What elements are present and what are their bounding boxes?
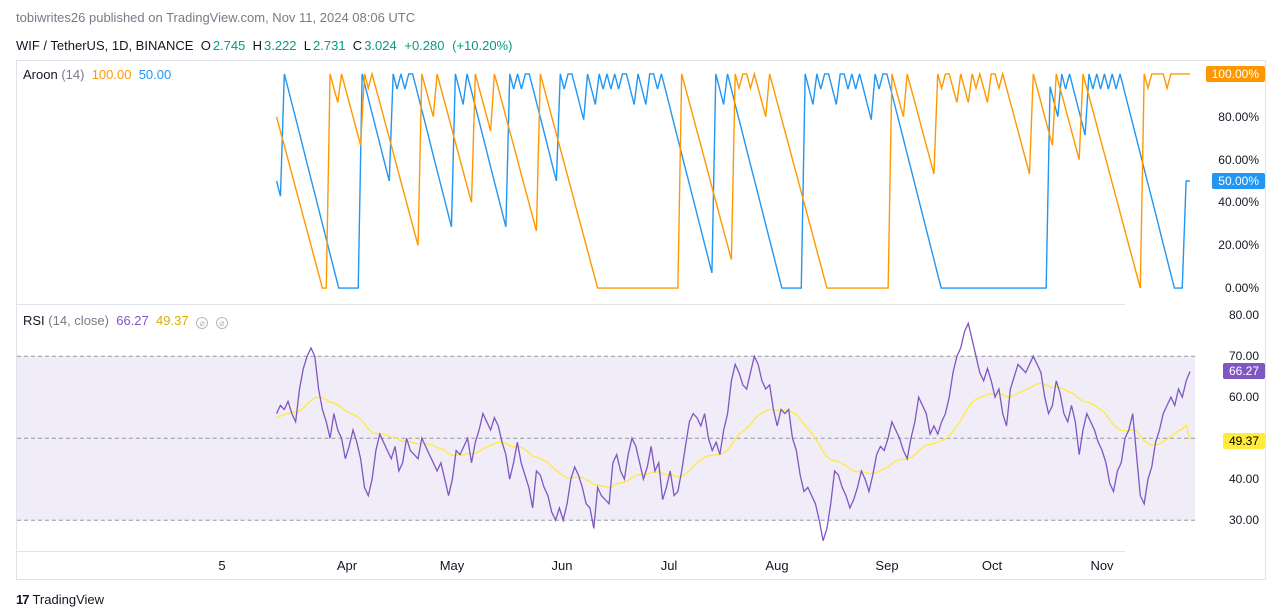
y-axis-label: 60.00 — [1229, 390, 1259, 404]
change-percent: (+10.20%) — [452, 38, 512, 53]
time-axis[interactable]: 5 Apr May Jun Jul Aug Sep Oct Nov — [17, 551, 1125, 579]
aroon-title[interactable]: Aroon (14) 100.00 50.00 — [23, 67, 171, 82]
y-axis-label: 80.00 — [1229, 308, 1259, 322]
x-axis-label: Jul — [661, 558, 678, 573]
y-axis-label: 70.00 — [1229, 349, 1259, 363]
publish-info: tobiwrites26 published on TradingView.co… — [16, 10, 415, 25]
tradingview-attribution[interactable]: 17TradingView — [16, 592, 104, 607]
rsi-value-b: 49.37 — [156, 313, 189, 328]
y-axis-label: 40.00 — [1229, 472, 1259, 486]
value-badge: 100.00% — [1206, 66, 1265, 82]
x-axis-label: May — [440, 558, 465, 573]
aroon-up-value: 100.00 — [92, 67, 132, 82]
y-axis-label: 60.00% — [1218, 153, 1259, 167]
y-axis-label: 0.00% — [1225, 281, 1259, 295]
aroon-panel[interactable]: Aroon (14) 100.00 50.00 — [17, 61, 1195, 301]
y-axis-label: 30.00 — [1229, 513, 1259, 527]
value-badge: 66.27 — [1223, 363, 1265, 379]
tradingview-logo-icon: 17 — [16, 592, 28, 607]
x-axis-label: 5 — [218, 558, 225, 573]
x-axis-label: Nov — [1090, 558, 1113, 573]
value-badge: 49.37 — [1223, 433, 1265, 449]
x-axis-label: Aug — [765, 558, 788, 573]
rsi-value-a: 66.27 — [116, 313, 149, 328]
close-value: 3.024 — [364, 38, 397, 53]
symbol-name[interactable]: WIF / TetherUS, 1D, BINANCE — [16, 38, 193, 53]
rsi-panel[interactable]: RSI (14, close) 66.27 49.37 ⌀ ⌀ — [17, 307, 1195, 553]
y-axis-label: 40.00% — [1218, 195, 1259, 209]
rsi-settings-icon[interactable]: ⌀ — [216, 317, 228, 329]
y-axis-label: 20.00% — [1218, 238, 1259, 252]
chart-area[interactable]: Aroon (14) 100.00 50.00 RSI (14, close) … — [16, 60, 1266, 580]
value-badge: 50.00% — [1212, 173, 1265, 189]
rsi-title[interactable]: RSI (14, close) 66.27 49.37 ⌀ ⌀ — [23, 313, 228, 328]
x-axis-label: Jun — [552, 558, 573, 573]
x-axis-label: Sep — [875, 558, 898, 573]
value-axis[interactable]: 0.00% 20.00% 40.00% 60.00% 80.00% 100.00% 50.0… — [1195, 61, 1265, 579]
y-axis-label: 80.00% — [1218, 110, 1259, 124]
aroon-down-value: 50.00 — [139, 67, 172, 82]
rsi-settings-icon[interactable]: ⌀ — [196, 317, 208, 329]
symbol-ohlc: WIF / TetherUS, 1D, BINANCE O2.745 H3.22… — [16, 38, 512, 53]
high-value: 3.222 — [264, 38, 297, 53]
change-value: +0.280 — [404, 38, 444, 53]
x-axis-label: Apr — [337, 558, 357, 573]
open-value: 2.745 — [213, 38, 246, 53]
low-value: 2.731 — [313, 38, 346, 53]
x-axis-label: Oct — [982, 558, 1002, 573]
